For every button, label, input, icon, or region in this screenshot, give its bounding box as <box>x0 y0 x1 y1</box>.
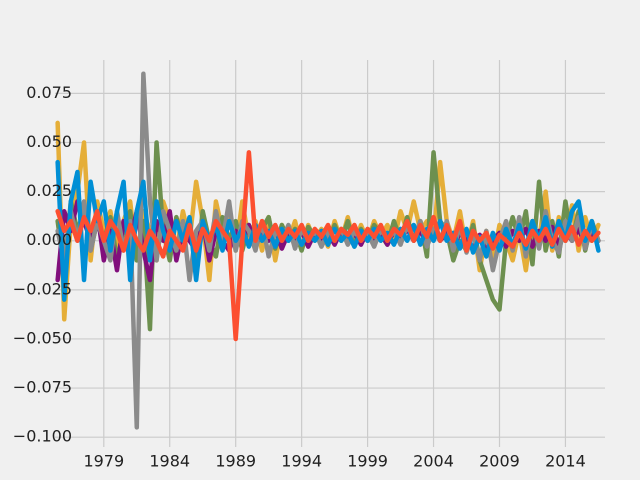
y-tick-label: 0.050 <box>26 132 72 151</box>
y-tick-label: 0.075 <box>26 83 72 102</box>
lines <box>55 71 601 430</box>
x-tick-label: 2004 <box>413 452 454 471</box>
x-tick-label: 1984 <box>149 452 190 471</box>
y-tick-label: −0.050 <box>13 328 72 347</box>
x-tick-label: 1989 <box>215 452 256 471</box>
x-tick-label: 2014 <box>545 452 586 471</box>
x-tick-label: 1999 <box>347 452 388 471</box>
x-tick-label: 1994 <box>281 452 322 471</box>
y-tick-label: −0.100 <box>13 427 72 446</box>
x-tick-label: 2009 <box>479 452 520 471</box>
series-line <box>55 150 601 342</box>
y-tick-label: −0.075 <box>13 378 72 397</box>
x-axis-label: Date <box>308 477 351 480</box>
x-tick-label: 1979 <box>83 452 124 471</box>
labels: −0.100 −0.075 −0.050 −0.025 0.000 0.025 0.050 0… <box>13 83 586 471</box>
y-tick-label: 0.025 <box>26 181 72 200</box>
y-tick-label: −0.025 <box>13 279 72 298</box>
y-tick-label: 0.000 <box>26 230 72 249</box>
